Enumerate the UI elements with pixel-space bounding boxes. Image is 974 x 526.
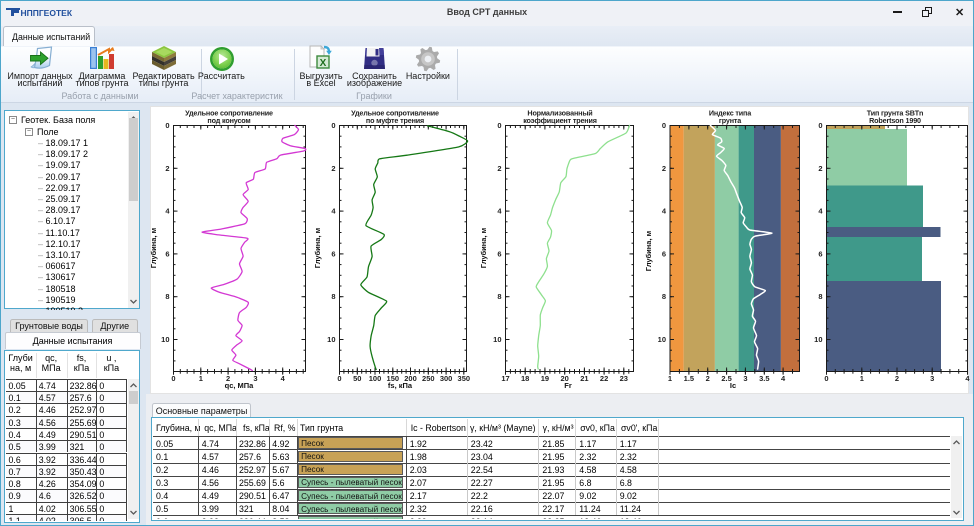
svg-text:250: 250 [422, 374, 435, 383]
svg-text:0: 0 [818, 121, 822, 130]
svg-text:0: 0 [824, 374, 828, 383]
svg-text:22: 22 [600, 374, 608, 383]
svg-text:6: 6 [497, 249, 501, 258]
svg-text:2: 2 [706, 374, 710, 383]
svg-text:20: 20 [561, 374, 569, 383]
svg-text:4: 4 [497, 207, 502, 216]
svg-text:19: 19 [541, 374, 549, 383]
svg-text:10: 10 [814, 335, 822, 344]
svg-text:2: 2 [497, 164, 501, 173]
svg-text:по муфте трения: по муфте трения [366, 116, 424, 125]
svg-text:18: 18 [521, 374, 529, 383]
svg-text:под конусом: под конусом [207, 116, 250, 125]
svg-text:3: 3 [930, 374, 934, 383]
svg-text:4: 4 [781, 374, 786, 383]
svg-text:Глубина, м: Глубина, м [479, 227, 488, 268]
svg-text:0: 0 [165, 121, 169, 130]
svg-text:Robertson 1990: Robertson 1990 [869, 116, 921, 125]
svg-text:23: 23 [620, 374, 628, 383]
svg-text:Глубина, м: Глубина, м [644, 230, 653, 271]
svg-text:fs, кПа: fs, кПа [388, 381, 413, 390]
svg-text:1.5: 1.5 [684, 374, 694, 383]
svg-text:50: 50 [353, 374, 361, 383]
svg-text:8: 8 [818, 292, 822, 301]
svg-text:4: 4 [331, 207, 336, 216]
svg-text:2: 2 [895, 374, 899, 383]
svg-text:0: 0 [337, 374, 341, 383]
svg-text:8: 8 [497, 292, 501, 301]
svg-text:4: 4 [965, 374, 970, 383]
svg-text:3.5: 3.5 [759, 374, 769, 383]
svg-text:2.5: 2.5 [721, 374, 731, 383]
svg-text:100: 100 [369, 374, 382, 383]
svg-text:0: 0 [497, 121, 501, 130]
svg-text:21: 21 [580, 374, 588, 383]
svg-text:Удельное сопротивление: Удельное сопротивление [351, 109, 439, 118]
svg-text:8: 8 [165, 292, 169, 301]
svg-text:10: 10 [658, 335, 666, 344]
svg-text:6: 6 [662, 249, 666, 258]
svg-text:Тип грунта SBTn: Тип грунта SBTn [867, 109, 924, 118]
svg-text:0: 0 [331, 121, 335, 130]
svg-text:4: 4 [818, 207, 823, 216]
svg-text:X: X [320, 58, 327, 69]
svg-text:0: 0 [662, 121, 666, 130]
svg-text:0: 0 [171, 374, 175, 383]
svg-text:Ic: Ic [730, 381, 736, 390]
svg-text:6: 6 [331, 249, 335, 258]
svg-text:10: 10 [493, 335, 501, 344]
svg-text:Индекс типа: Индекс типа [709, 109, 752, 118]
svg-text:350: 350 [458, 374, 471, 383]
svg-text:6: 6 [818, 249, 822, 258]
svg-text:Глубина, м: Глубина, м [149, 227, 158, 268]
svg-text:4: 4 [165, 207, 170, 216]
svg-text:коэффициент трения: коэффициент трения [523, 116, 597, 125]
svg-text:150: 150 [387, 374, 400, 383]
svg-text:8: 8 [662, 292, 666, 301]
svg-text:17: 17 [501, 374, 509, 383]
svg-text:Глубина, м: Глубина, м [313, 227, 322, 268]
svg-text:8: 8 [331, 292, 335, 301]
svg-text:2: 2 [226, 374, 230, 383]
svg-text:1: 1 [860, 374, 864, 383]
svg-text:200: 200 [404, 374, 417, 383]
svg-text:3: 3 [743, 374, 747, 383]
svg-text:Удельное сопротивление: Удельное сопротивление [185, 109, 273, 118]
svg-text:2: 2 [331, 164, 335, 173]
svg-text:2: 2 [662, 164, 666, 173]
svg-text:10: 10 [161, 335, 169, 344]
svg-text:1: 1 [199, 374, 203, 383]
svg-text:1: 1 [668, 374, 672, 383]
svg-text:Нормализованный: Нормализованный [527, 109, 592, 118]
svg-text:2: 2 [818, 164, 822, 173]
svg-text:Fr: Fr [564, 381, 572, 390]
svg-text:грунта: грунта [719, 116, 742, 125]
svg-text:4: 4 [281, 374, 286, 383]
svg-text:2: 2 [165, 164, 169, 173]
svg-text:qc, МПа: qc, МПа [225, 381, 255, 390]
svg-text:300: 300 [440, 374, 453, 383]
svg-text:6: 6 [165, 249, 169, 258]
svg-text:10: 10 [327, 335, 335, 344]
svg-text:3: 3 [253, 374, 257, 383]
svg-text:4: 4 [662, 207, 667, 216]
